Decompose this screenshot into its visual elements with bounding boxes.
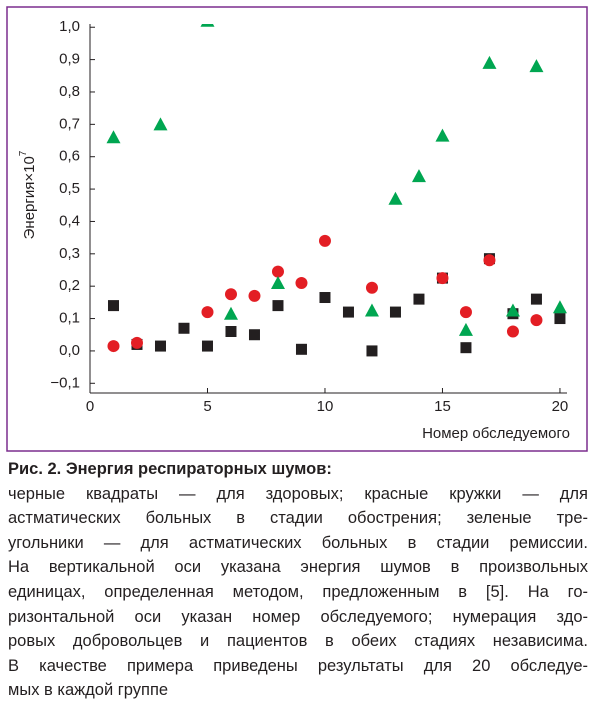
x-tick-label: 5	[203, 398, 211, 415]
y-tick-label: 0,3	[59, 245, 80, 262]
square-marker	[107, 300, 119, 312]
y-axis-label-text: Энергия×10	[21, 156, 38, 239]
x-tick-label: 15	[434, 398, 451, 415]
circle-marker	[201, 306, 214, 319]
x-tick-label: 10	[317, 398, 334, 415]
circle-marker	[248, 289, 261, 302]
circle-marker	[530, 314, 543, 327]
y-tick-label: 0,7	[59, 115, 80, 132]
square-marker	[554, 313, 566, 325]
circle-marker	[318, 234, 331, 247]
circle-marker	[365, 281, 378, 294]
caption-line: ризонтальной оси указан номер обследуемо…	[8, 607, 588, 626]
y-tick-label: 0,8	[59, 83, 80, 100]
caption: Рис. 2. Энергия респираторных шумов: чер…	[8, 457, 588, 703]
circle-marker	[107, 340, 120, 353]
triangle-marker	[529, 59, 544, 73]
circle-marker	[295, 276, 308, 289]
y-tick-label: 0,0	[59, 342, 80, 359]
caption-line: черные квадраты — для здоровых; красные …	[8, 484, 588, 503]
y-tick-label: 0,4	[59, 212, 80, 229]
triangle-marker	[505, 303, 520, 317]
circle-marker	[459, 306, 472, 319]
square-marker	[295, 343, 307, 355]
square-marker	[248, 329, 260, 341]
triangle-marker	[411, 169, 426, 183]
circle-marker	[130, 336, 143, 349]
chart-frame	[6, 6, 588, 452]
caption-line: единицах, определенная методом, предложе…	[8, 582, 588, 601]
caption-line: В качестве примера приведены результаты …	[8, 656, 588, 675]
circle-marker	[271, 265, 284, 278]
triangle-marker	[435, 128, 450, 142]
y-tick-label: 0,1	[59, 310, 80, 327]
square-marker	[178, 322, 190, 334]
circle-marker	[483, 254, 496, 267]
y-tick-label: 1,0	[59, 18, 80, 35]
triangle-marker	[364, 303, 379, 317]
square-marker	[225, 326, 237, 337]
triangle-marker	[153, 117, 168, 131]
caption-line: На вертикальной оси указана энергия шумо…	[8, 558, 588, 577]
triangle-marker	[223, 306, 238, 320]
chart: 1,0 0,9 0,8 0,7 0,6 0,5 0,4 0,3 0,2 0,1 0,0 −0,1 0 5 1…	[6, 6, 588, 452]
triangle-marker	[106, 130, 121, 144]
y-tick-label: 0,9	[59, 51, 80, 68]
caption-line: астматических больных в стадии обострени…	[8, 509, 588, 528]
square-marker	[530, 293, 542, 305]
square-marker	[319, 292, 331, 304]
y-axis-label: Энергия×107	[18, 150, 38, 239]
points	[106, 24, 567, 357]
caption-title: Рис. 2. Энергия респираторных шумов:	[8, 460, 332, 478]
square-marker	[389, 306, 401, 318]
y-tick-label: 0,6	[59, 148, 80, 165]
y-tick-label: 0,5	[59, 180, 80, 197]
circle-marker	[436, 272, 449, 285]
x-tick-label: 0	[86, 398, 94, 415]
square-marker	[342, 306, 354, 318]
triangle-marker	[388, 191, 403, 205]
y-tick-label: 0,2	[59, 277, 80, 294]
square-marker	[460, 342, 472, 354]
caption-line: ровых добровольцев и пациентов в обеих с…	[8, 632, 588, 651]
square-marker	[272, 300, 284, 312]
axes: 1,0 0,9 0,8 0,7 0,6 0,5 0,4 0,3 0,2 0,1 0,0 −0,1 0 5 1…	[50, 18, 568, 415]
square-marker	[154, 340, 166, 352]
triangle-marker	[458, 322, 473, 336]
triangle-marker	[482, 55, 497, 69]
y-axis-label-exponent: 7	[18, 150, 29, 156]
triangle-marker	[552, 300, 567, 314]
circle-marker	[224, 288, 237, 301]
circle-marker	[506, 325, 519, 338]
caption-line: мых в каждой группе	[8, 681, 169, 700]
x-tick-label: 20	[552, 398, 569, 415]
square-marker	[366, 345, 378, 357]
caption-line: угольники — для астматических больных в …	[8, 533, 588, 552]
x-axis-label: Номер обследуемого	[422, 425, 570, 442]
square-marker	[413, 293, 425, 305]
triangle-marker	[200, 24, 215, 27]
square-marker	[201, 340, 213, 352]
triangle-marker	[270, 275, 285, 289]
y-tick-label: −0,1	[50, 374, 80, 391]
